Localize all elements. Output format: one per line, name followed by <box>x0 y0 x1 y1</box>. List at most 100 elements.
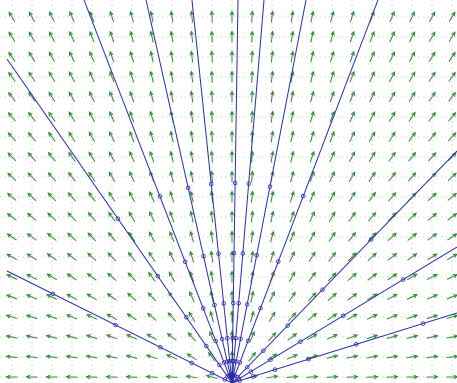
field-arrow-head <box>249 130 255 136</box>
field-arrow-head <box>330 10 335 16</box>
field-arrow-shaft <box>448 112 456 122</box>
field-arrow-shaft <box>86 314 98 320</box>
field-arrow <box>27 192 37 202</box>
trajectory-marker <box>276 259 281 264</box>
field-arrow <box>346 334 359 340</box>
field-arrow-shaft <box>169 231 175 243</box>
field-arrow-shaft <box>327 313 337 321</box>
trajectory-marker <box>113 322 118 328</box>
field-arrow-shaft <box>346 376 358 378</box>
trajectory-marker <box>201 253 206 259</box>
field-arrow <box>28 31 36 43</box>
field-arrow-shaft <box>47 233 57 241</box>
field-arrow <box>366 314 379 320</box>
field-arrow <box>209 210 214 223</box>
field-arrow-shaft <box>426 314 438 320</box>
field-arrow-shaft <box>346 313 358 321</box>
field-arrow-shaft <box>206 374 218 380</box>
field-arrow-head <box>189 250 194 256</box>
field-arrow-shaft <box>88 172 96 182</box>
field-arrow-head <box>250 290 255 296</box>
field-arrow <box>368 191 376 202</box>
field-arrow <box>270 90 275 103</box>
field-arrow-head <box>149 30 154 36</box>
field-arrow-shaft <box>408 132 416 142</box>
field-arrow <box>229 270 235 283</box>
field-arrow-shaft <box>66 314 78 320</box>
field-arrow-head <box>412 253 418 258</box>
field-arrow-shaft <box>210 251 214 263</box>
field-arrow-head <box>373 334 379 339</box>
field-arrow-head <box>69 30 74 37</box>
field-arrow-shaft <box>109 71 115 83</box>
trajectory-marker <box>245 365 250 370</box>
field-arrow <box>249 50 255 63</box>
field-arrow-head <box>45 374 51 380</box>
field-arrow-shaft <box>149 151 155 163</box>
field-arrow-head <box>5 374 11 380</box>
field-arrow-shaft <box>328 232 336 242</box>
field-arrow <box>169 210 175 223</box>
field-arrow-shaft <box>168 271 176 283</box>
field-arrow <box>369 91 375 103</box>
field-arrow <box>229 70 235 83</box>
field-arrow-head <box>393 334 399 339</box>
field-arrow <box>65 374 78 380</box>
field-arrow <box>185 374 198 379</box>
field-arrow <box>310 90 315 103</box>
field-arrow-head <box>451 11 456 17</box>
field-arrow-head <box>7 152 13 158</box>
field-arrow <box>427 233 438 241</box>
field-arrow-shaft <box>386 314 398 320</box>
field-arrow-shaft <box>109 31 115 43</box>
field-arrow <box>125 374 138 380</box>
field-arrow-head <box>433 374 439 380</box>
field-arrow-shaft <box>187 353 197 361</box>
field-arrow-head <box>5 354 11 359</box>
field-arrow-head <box>411 171 417 177</box>
field-arrow <box>286 354 299 360</box>
field-arrow <box>25 314 38 320</box>
field-arrow <box>427 152 437 162</box>
field-arrow-shaft <box>387 212 397 222</box>
field-arrow <box>48 71 56 82</box>
field-arrow-shaft <box>270 91 274 103</box>
field-arrow <box>169 90 174 103</box>
field-arrow <box>147 292 157 302</box>
field-arrow-head <box>88 191 93 197</box>
field-arrow <box>270 30 275 43</box>
field-arrow-head <box>412 294 418 299</box>
field-arrow <box>329 30 335 43</box>
field-arrow <box>129 130 135 143</box>
trajectory-marker <box>231 300 236 306</box>
field-arrow <box>270 210 275 223</box>
field-arrow-head <box>189 30 194 36</box>
field-arrow-shaft <box>89 71 95 83</box>
field-arrow-shaft <box>329 91 335 103</box>
field-arrow-shaft <box>368 172 376 182</box>
field-arrow-head <box>290 130 295 136</box>
field-arrow-shaft <box>129 31 135 43</box>
field-arrow-head <box>392 252 398 258</box>
field-arrow-shaft <box>306 333 318 341</box>
field-arrow <box>309 130 315 143</box>
field-arrow-shaft <box>389 31 395 43</box>
field-arrow-head <box>149 130 154 136</box>
field-arrow <box>165 354 178 360</box>
field-arrow-head <box>149 50 154 56</box>
trajectory-marker <box>50 291 56 297</box>
field-arrow <box>5 354 18 359</box>
field-arrow-shaft <box>249 311 255 323</box>
trajectory-line <box>231 312 457 383</box>
field-arrow-head <box>352 293 358 298</box>
field-arrow <box>88 171 96 182</box>
field-arrow <box>270 110 275 123</box>
field-arrow-head <box>370 50 375 56</box>
field-arrow-shaft <box>307 313 317 321</box>
field-arrow-shaft <box>86 334 98 340</box>
field-arrow-head <box>310 211 315 217</box>
trajectory-marker <box>298 339 303 344</box>
field-arrow-shaft <box>190 51 194 63</box>
trajectory-marker <box>237 378 242 383</box>
field-arrow-head <box>189 10 194 16</box>
